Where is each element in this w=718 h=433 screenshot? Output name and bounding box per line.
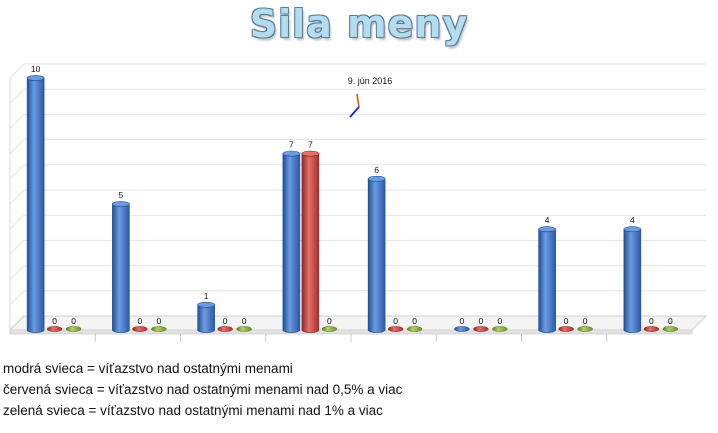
data-label: 1 — [204, 291, 209, 301]
bar-top — [367, 175, 386, 182]
bar-zero — [217, 326, 233, 332]
bar-zero — [454, 326, 470, 332]
bar-top — [623, 226, 642, 233]
data-label: 0 — [393, 316, 398, 326]
data-label: 4 — [545, 215, 550, 225]
gridline-side — [9, 114, 25, 129]
bar — [623, 228, 642, 333]
data-label: 0 — [668, 316, 673, 326]
bar-zero — [46, 326, 63, 332]
bar-zero — [65, 326, 82, 332]
legend-red-text: červená svieca = víťazstvo nad ostatnými… — [3, 382, 403, 397]
gridline-side — [9, 139, 25, 154]
data-label: 0 — [52, 316, 57, 326]
bar-zero — [662, 326, 679, 332]
data-label: 0 — [242, 316, 247, 326]
bar-zero — [236, 326, 252, 332]
gridline-side — [9, 290, 25, 306]
data-label: 6 — [374, 165, 379, 175]
annotation-pointer-mark — [356, 93, 360, 108]
bar — [26, 77, 45, 333]
bar-top — [301, 150, 320, 157]
bar-zero — [406, 326, 423, 332]
bar-top — [112, 201, 130, 207]
data-label: 0 — [412, 316, 417, 326]
gridline-side — [9, 189, 25, 205]
bar-zero — [643, 326, 660, 332]
gridline-side — [9, 240, 25, 255]
bar — [367, 178, 386, 333]
bar-zero — [492, 326, 508, 332]
data-label: 7 — [289, 140, 294, 150]
data-label: 0 — [157, 316, 162, 326]
data-label: 0 — [479, 316, 484, 326]
gridline-side — [9, 164, 25, 180]
bar — [112, 203, 130, 333]
data-label: 0 — [138, 316, 143, 326]
annotation-pointer-mark — [349, 106, 360, 118]
bar-chart: USD1000EUR500GBP100NZD770JPY600AUD000CHF… — [8, 63, 708, 342]
bar-top — [538, 226, 556, 233]
data-label: 0 — [583, 316, 588, 326]
bar-zero — [321, 326, 338, 332]
data-label: 0 — [71, 316, 76, 326]
date-annotation: 9. jún 2016 — [348, 76, 393, 86]
bar-zero — [577, 326, 593, 332]
bar — [282, 153, 301, 333]
bar — [301, 153, 320, 333]
data-label: 0 — [223, 316, 228, 326]
bar-zero — [387, 326, 404, 332]
bar-top — [26, 75, 45, 81]
bar — [538, 228, 556, 333]
gridline-side — [9, 265, 25, 280]
data-label: 4 — [630, 215, 635, 225]
gridline-side — [9, 63, 25, 79]
data-label: 0 — [498, 316, 503, 326]
data-label: 0 — [327, 316, 332, 326]
legend-blue-text: modrá svieca = víťazstvo nad ostatnými m… — [3, 361, 293, 376]
bar-zero — [558, 326, 574, 332]
bar-top — [197, 301, 215, 308]
gridline-side — [9, 88, 25, 104]
data-label: 0 — [649, 316, 654, 326]
data-label: 5 — [119, 190, 124, 200]
bar-zero — [473, 326, 489, 332]
legend-green-text: zelená svieca = víťazstvo nad ostatnými … — [3, 403, 383, 418]
bar-zero — [151, 326, 167, 332]
data-label: 7 — [308, 140, 313, 150]
data-label: 0 — [460, 316, 465, 326]
bar — [197, 304, 215, 333]
data-label: 10 — [31, 64, 41, 74]
bar-zero — [132, 326, 148, 332]
data-label: 0 — [564, 316, 569, 326]
bar-top — [282, 150, 301, 157]
chart-title: Sila meny — [249, 2, 469, 46]
gridline-side — [9, 214, 25, 230]
